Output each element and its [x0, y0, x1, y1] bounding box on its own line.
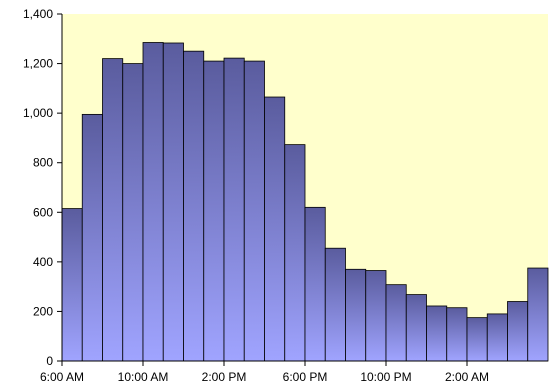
x-tick-label: 6:00 PM	[283, 370, 328, 384]
bar-9-00-am	[122, 63, 144, 362]
bar-2-00-pm	[223, 57, 245, 362]
x-axis: 6:00 AM 10:00 AM 2:00 PM 6:00 PM 10:00 PM 2:0…	[40, 360, 548, 384]
x-tick-label: 10:00 AM	[118, 370, 169, 384]
bar-11-00-pm	[405, 294, 427, 362]
bar-8-00-am	[102, 58, 124, 362]
x-tick-label: 2:00 AM	[445, 370, 489, 384]
y-tick-label: 1,400	[23, 7, 53, 21]
bar-10-00-am	[142, 42, 164, 362]
bar-5-00-pm	[284, 144, 306, 362]
bar-6-00-am	[61, 208, 83, 362]
bar-7-00-pm	[324, 247, 346, 362]
y-tick-label: 600	[33, 205, 53, 219]
bar-12-00-pm	[183, 50, 205, 362]
bar-3-00-am	[486, 313, 508, 362]
bar-5-00-am	[527, 267, 549, 362]
bar-8-00-pm	[345, 268, 367, 362]
y-tick-label: 800	[33, 156, 53, 170]
y-tick-label: 1,000	[23, 106, 53, 120]
x-tick-label: 6:00 AM	[40, 370, 84, 384]
bar-4-00-am	[507, 301, 529, 362]
x-tick-label: 2:00 PM	[202, 370, 247, 384]
y-tick-label: 400	[33, 255, 53, 269]
y-tick-label: 200	[33, 304, 53, 318]
bar-12-00-am	[426, 305, 448, 362]
y-tick-label: 0	[46, 354, 53, 368]
bar-7-00-am	[81, 113, 103, 362]
bar-3-00-pm	[243, 60, 265, 362]
bar-1-00-am	[446, 307, 468, 362]
bar-2-00-am	[466, 317, 488, 362]
y-tick-label: 1,200	[23, 57, 53, 71]
bar-9-00-pm	[365, 270, 387, 362]
bar-6-00-pm	[304, 206, 326, 362]
x-tick-label: 10:00 PM	[360, 370, 411, 384]
bar-10-00-pm	[385, 284, 407, 362]
bar-1-00-pm	[203, 60, 225, 362]
bars-group	[61, 42, 549, 362]
bar-11-00-am	[162, 42, 184, 362]
y-axis: 0 200 400 600 800 1,000 1,200 1,400	[23, 7, 63, 368]
bar-4-00-pm	[264, 96, 286, 362]
